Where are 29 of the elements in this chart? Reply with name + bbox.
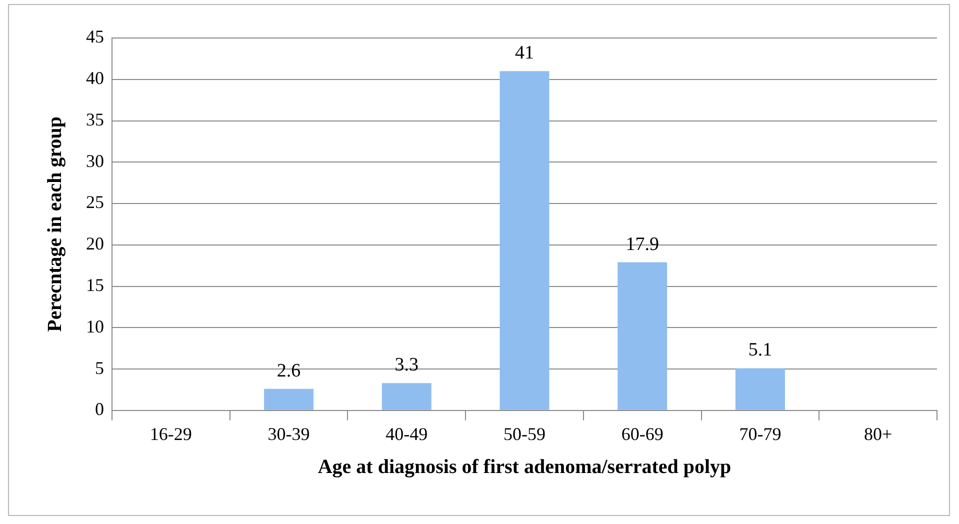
bar [382, 383, 432, 410]
x-tick-label: 80+ [864, 424, 892, 444]
y-tick-label: 40 [86, 68, 104, 88]
y-tick-label: 35 [86, 109, 104, 130]
bar [735, 368, 785, 410]
x-tick-label: 60-69 [621, 424, 664, 444]
y-tick-label: 0 [95, 399, 104, 420]
x-tick-label: 30-39 [268, 424, 310, 444]
y-tick-label: 45 [86, 26, 104, 47]
data-label: 3.3 [394, 354, 419, 376]
y-tick-label: 10 [86, 316, 104, 336]
x-tick-label: 16-29 [150, 424, 192, 444]
y-tick-label: 25 [86, 192, 104, 212]
x-tick-label: 50-59 [504, 424, 546, 444]
y-axis-title: Perecntage in each group [44, 116, 66, 332]
y-tick-label: 30 [86, 150, 104, 171]
x-tick-label: 70-79 [739, 424, 782, 444]
bar [500, 71, 550, 410]
y-tick-label: 15 [86, 275, 104, 295]
y-tick-label: 5 [95, 358, 104, 378]
y-tick-label: 20 [86, 234, 104, 254]
x-axis-title: Age at diagnosis of first adenoma/serrated polyp [318, 456, 732, 478]
bar [264, 388, 314, 410]
data-label: 17.9 [626, 234, 659, 255]
x-tick-label: 40-49 [386, 424, 428, 444]
data-label: 41 [515, 42, 534, 64]
bar [618, 262, 668, 410]
data-label: 2.6 [276, 360, 301, 382]
data-label: 5.1 [748, 340, 772, 361]
